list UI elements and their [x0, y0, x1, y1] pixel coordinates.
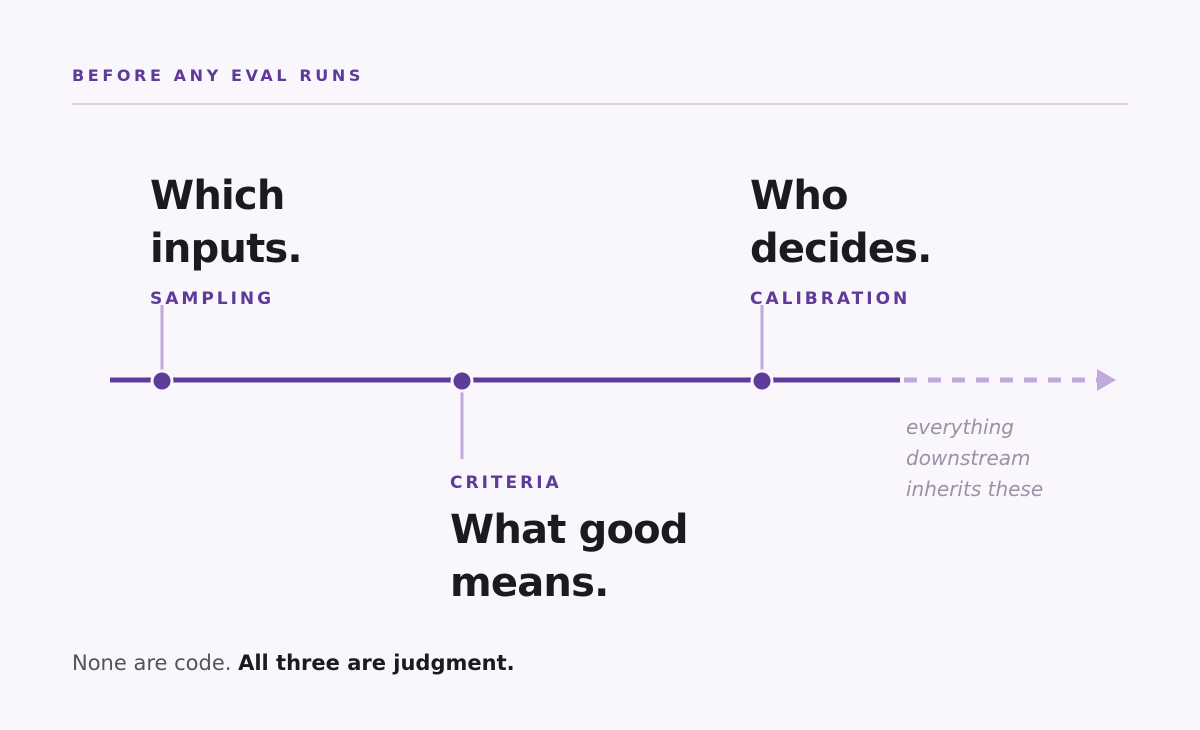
downstream-note-line1: everything — [906, 415, 1014, 439]
downstream-note-line3: inherits these — [906, 477, 1044, 501]
downstream-note: everything downstream inherits these — [906, 412, 1043, 505]
node-sampling — [150, 369, 174, 393]
stage-criteria-tag: CRITERIA — [450, 473, 562, 493]
footer-lead: None are code. — [72, 651, 239, 675]
downstream-note-line2: downstream — [906, 446, 1031, 470]
stage-sampling-heading: Which inputs. — [150, 170, 303, 276]
node-criteria — [450, 369, 474, 393]
footer-statement: None are code. All three are judgment. — [72, 649, 515, 677]
stage-criteria-heading: What good means. — [450, 504, 688, 610]
footer-emphasis: All three are judgment. — [238, 651, 515, 675]
stage-criteria-heading-line2: means. — [450, 560, 609, 606]
header-divider — [72, 103, 1128, 105]
stage-sampling-heading-line1: Which — [150, 173, 285, 219]
stage-sampling-tag: SAMPLING — [150, 289, 275, 309]
stage-calibration-tag: CALIBRATION — [750, 289, 911, 309]
stage-criteria-heading-line1: What good — [450, 507, 688, 553]
arrowhead-icon — [1097, 369, 1116, 391]
node-calibration — [750, 369, 774, 393]
section-eyebrow: BEFORE ANY EVAL RUNS — [72, 66, 365, 85]
stage-sampling-heading-line2: inputs. — [150, 226, 303, 272]
stage-calibration-heading-line2: decides. — [750, 226, 932, 272]
stage-calibration-heading: Who decides. — [750, 170, 932, 276]
stage-calibration-heading-line1: Who — [750, 173, 848, 219]
